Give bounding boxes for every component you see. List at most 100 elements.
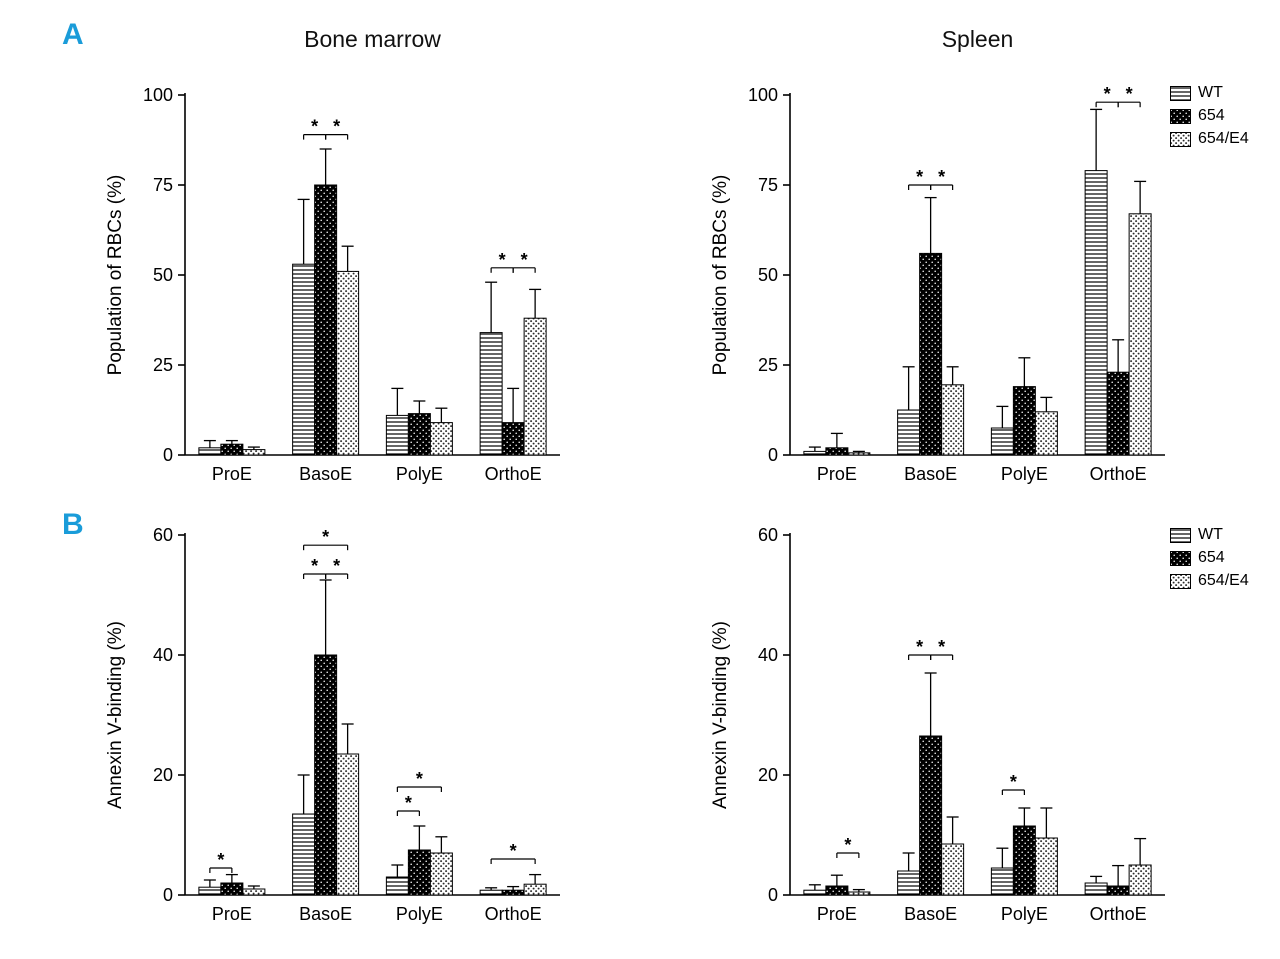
y-tick-label: 75 [758,175,778,195]
sig-asterisk: * [217,850,224,870]
y-tick-label: 0 [768,445,778,465]
sig-asterisk: * [311,556,318,576]
bar-654-e4-polye [1034,411,1058,456]
legend-swatch [1170,131,1191,147]
chart-bone-marrow-population: 0 25 50 75 100 Population of RBCs (%) ProE Baso… [105,85,560,484]
bar-654-e4-orthoe [1128,864,1152,896]
chart-spleen-annexin: 0 20 40 60 Annexin V-binding (%) ProE BasoE Pol… [710,525,1165,924]
sig-asterisk: * [499,250,506,270]
bar-654-polye [1012,386,1036,456]
legend-item-wt: WT [1170,84,1249,102]
bar-654-e4-orthoe [523,883,547,896]
legend-label: WT [1198,84,1223,101]
x-category-label: ProE [212,464,252,484]
y-tick-label: 50 [153,265,173,285]
bar-654-orthoe [1106,371,1130,456]
sig-asterisk: * [844,835,851,855]
bar-654-proe [220,443,244,456]
bar-654-polye [407,849,431,896]
bar-wt-orthoe [1084,882,1108,896]
y-tick-label: 60 [758,525,778,545]
bar-wt-basoe [897,870,921,896]
bar-wt-proe [803,450,827,456]
sig-asterisk: * [1104,84,1111,104]
x-category-label: BasoE [299,904,352,924]
bar-654-orthoe [501,422,525,456]
y-tick-label: 100 [748,85,778,105]
x-category-label: PolyE [396,904,443,924]
legend-item-654: 654 [1170,549,1249,567]
bar-wt-orthoe [479,889,503,896]
sig-asterisk: * [916,167,923,187]
y-axis-label: Population of RBCs (%) [710,175,731,376]
legend-swatch [1170,108,1191,124]
y-tick-label: 75 [153,175,173,195]
legend-swatch [1170,550,1191,566]
bar-654-e4-proe [847,891,871,896]
legend-swatch [1170,85,1191,101]
y-tick-label: 25 [758,355,778,375]
bar-654-proe [220,882,244,896]
bar-654-e4-orthoe [523,317,547,456]
x-category-label: OrthoE [1090,464,1147,484]
bar-wt-proe [198,447,222,456]
y-tick-label: 20 [758,765,778,785]
bar-654-e4-basoe [941,384,965,456]
legend-swatch [1170,527,1191,543]
bar-654-e4-polye [1034,837,1058,896]
legend-item-654-e4: 654/E4 [1170,572,1249,590]
x-category-label: PolyE [1001,464,1048,484]
legend-swatch-icon [1170,85,1191,101]
bar-654-polye [407,413,431,456]
bar-654-basoe [314,184,338,456]
bar-wt-basoe [292,813,316,896]
legend-swatch-icon [1170,573,1191,589]
sig-asterisk: * [938,637,945,657]
legend-item-wt: WT [1170,526,1249,544]
sig-asterisk: * [938,167,945,187]
bar-wt-proe [198,886,222,896]
chart-spleen-population: 0 25 50 75 100 Population of RBCs (%) ProE Baso… [710,84,1165,484]
bar-wt-basoe [897,409,921,456]
legend-panel-b: WT 654 654/E4 [1170,526,1249,590]
column-title-spleen: Spleen [941,26,1014,52]
bar-654-e4-basoe [941,843,965,896]
bar-654-proe [825,885,849,896]
bar-654-e4-proe [847,452,871,456]
bar-654-e4-polye [429,852,453,896]
legend-swatch-icon [1170,550,1191,566]
bar-wt-basoe [292,263,316,456]
bar-654-e4-polye [429,422,453,456]
bar-654-basoe [919,735,943,896]
legend-swatch [1170,573,1191,589]
panel-label-b: B [62,508,84,541]
x-category-label: PolyE [396,464,443,484]
sig-asterisk: * [510,841,517,861]
bar-wt-orthoe [1084,170,1108,456]
y-tick-label: 50 [758,265,778,285]
legend-item-654: 654 [1170,107,1249,125]
sig-asterisk: * [521,250,528,270]
bar-654-polye [1012,825,1036,896]
y-axis-label: Annexin V-binding (%) [105,621,126,809]
bar-654-e4-basoe [336,753,360,896]
bar-wt-polye [385,414,409,456]
panel-label-a: A [62,18,84,51]
legend-swatch-icon [1170,108,1191,124]
sig-asterisk: * [322,527,329,547]
column-title-bone-marrow: Bone marrow [304,26,441,52]
bar-654-e4-orthoe [1128,213,1152,456]
x-category-label: OrthoE [1090,904,1147,924]
y-tick-label: 0 [768,885,778,905]
sig-asterisk: * [1126,84,1133,104]
sig-asterisk: * [416,769,423,789]
bar-wt-polye [385,876,409,896]
sig-asterisk: * [1010,772,1017,792]
y-tick-label: 20 [153,765,173,785]
legend-item-654-e4: 654/E4 [1170,130,1249,148]
y-tick-label: 25 [153,355,173,375]
sig-asterisk: * [333,117,340,137]
y-tick-label: 0 [163,445,173,465]
x-category-label: ProE [817,904,857,924]
bar-654-basoe [919,252,943,456]
